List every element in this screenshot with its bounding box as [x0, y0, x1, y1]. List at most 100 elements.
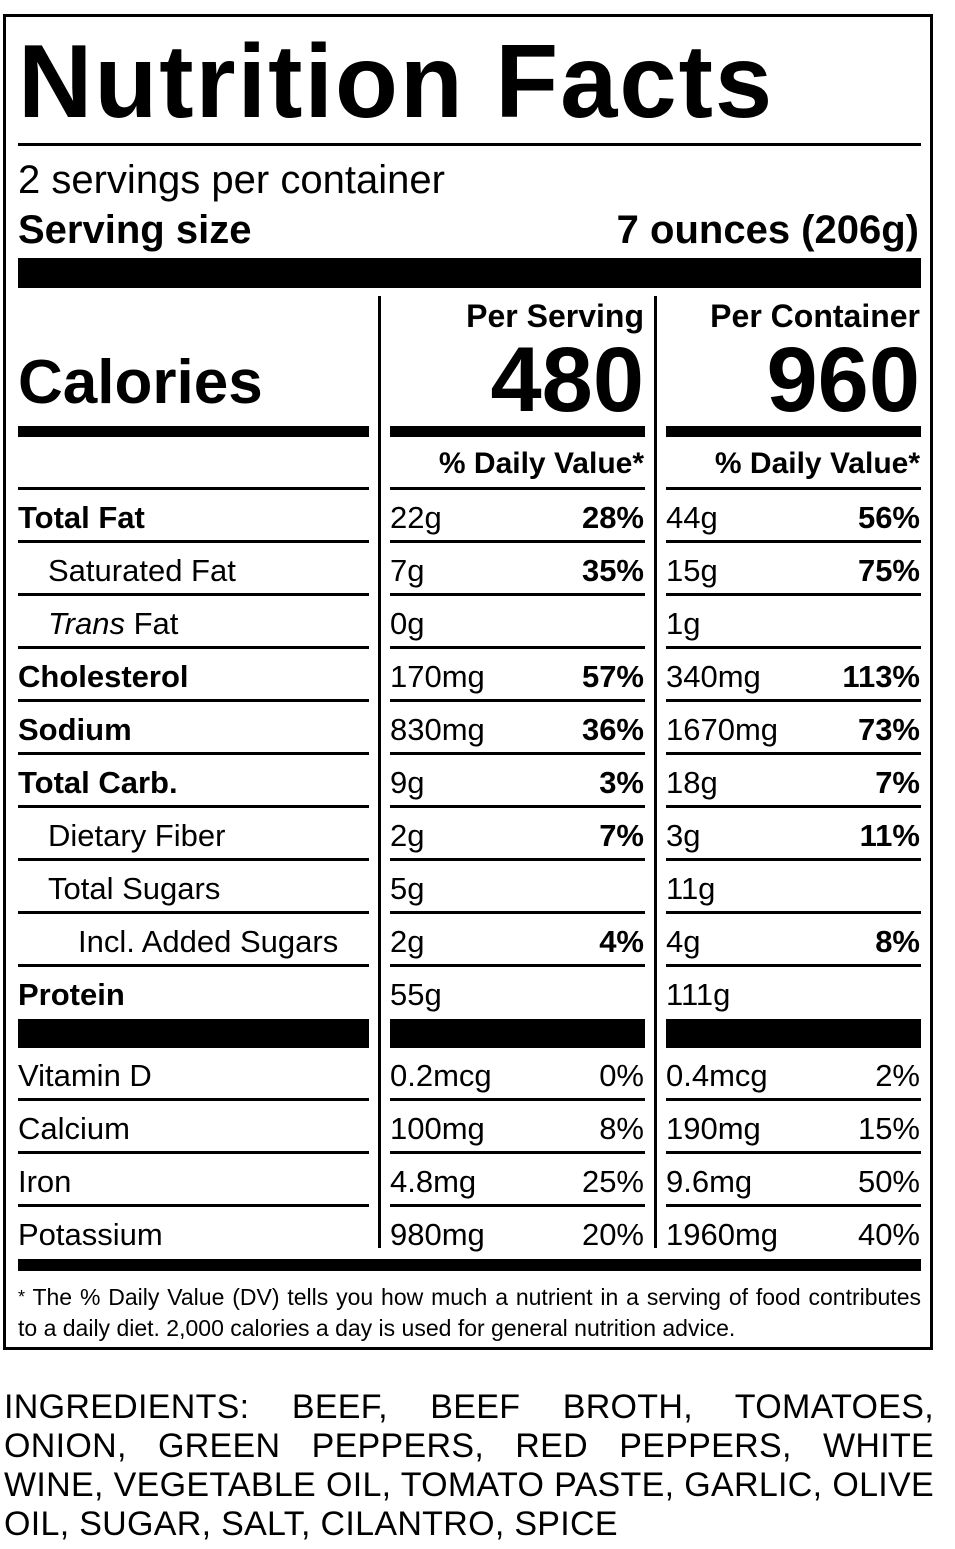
calories-rule-right [666, 426, 921, 437]
nutrient-serving-amount: 2g [390, 818, 425, 853]
nutrient-separator [390, 540, 645, 543]
nutrient-container-amount: 15g [666, 553, 718, 588]
vitamin-serving-amount: 0.2mcg [390, 1058, 492, 1093]
vitamin-separator [390, 1045, 645, 1048]
nutrient-row: Total Fat 22g 28% 44g 56% [0, 489, 955, 542]
nutrient-name-text: Sodium [18, 712, 132, 747]
nutrient-container-amount: 11g [666, 871, 716, 906]
nutrient-separator [18, 911, 369, 914]
thick-rule-top [18, 258, 921, 288]
nutrient-separator [666, 858, 921, 861]
vitamin-separator [18, 1098, 369, 1101]
nutrient-name-text: Dietary Fiber [48, 818, 226, 853]
nutrient-container-dv: 11% [859, 818, 920, 853]
vitamin-name: Calcium [18, 1113, 130, 1144]
vitamin-name-text: Vitamin D [18, 1058, 152, 1093]
column-divider-left [378, 296, 381, 1248]
footnote-mark: * [18, 1287, 26, 1307]
nutrient-name: Protein [18, 979, 125, 1010]
thick-rule-vitamins-right [666, 1019, 921, 1047]
nutrient-name-text: Total Fat [18, 500, 145, 535]
nutrient-row: Dietary Fiber 2g 7% 3g 11% [0, 807, 955, 860]
nutrient-name: Total Fat [18, 502, 145, 533]
nutrient-separator [18, 699, 369, 702]
nutrient-serving-amount: 9g [390, 765, 425, 800]
nutrient-separator [666, 699, 921, 702]
nutrient-separator [666, 805, 921, 808]
vitamin-serving-amount: 100mg [390, 1111, 485, 1146]
nutrient-separator [666, 540, 921, 543]
nutrient-name-text: Incl. Added Sugars [78, 924, 339, 959]
nutrient-separator [390, 593, 645, 596]
vitamin-separator [666, 1151, 921, 1154]
vitamin-name: Iron [18, 1166, 71, 1197]
nutrient-container-amount: 4g [666, 924, 701, 959]
nutrient-separator [18, 964, 369, 967]
nutrient-serving-dv: 28% [581, 500, 644, 535]
vitamin-container-amount: 1960mg [666, 1217, 779, 1252]
nutrient-serving-amount: 7g [390, 553, 425, 588]
nutrient-separator [18, 593, 369, 596]
nutrient-row: Cholesterol 170mg 57% 340mg 113% [0, 648, 955, 701]
vitamin-serving-dv: 25% [581, 1164, 644, 1199]
nutrient-separator [18, 858, 369, 861]
nutrient-separator [666, 593, 921, 596]
vitamin-container-dv: 2% [875, 1058, 920, 1093]
nutrient-container-dv: 73% [857, 712, 920, 747]
nutrient-separator [390, 964, 645, 967]
nutrient-name: Trans Fat [48, 608, 178, 639]
nutrient-serving-amount: 170mg [390, 659, 485, 694]
nutrient-serving-amount: 5g [390, 871, 425, 906]
nutrient-separator [390, 911, 645, 914]
calories-per-container: 960 [766, 329, 921, 431]
nutrient-serving-dv: 7% [599, 818, 644, 853]
nutrient-separator [390, 487, 645, 490]
vitamin-serving-dv: 0% [599, 1058, 644, 1093]
vitamin-row: Calcium 100mg 8% 190mg 15% [0, 1100, 955, 1153]
vitamin-container-amount: 9.6mg [666, 1164, 753, 1199]
nutrient-row: Total Carb. 9g 3% 18g 7% [0, 754, 955, 807]
vitamin-serving-dv: 20% [581, 1217, 644, 1252]
vitamin-separator [666, 1045, 921, 1048]
nutrient-separator [390, 805, 645, 808]
vitamin-name: Potassium [18, 1219, 163, 1250]
nutrient-serving-amount: 55g [390, 977, 442, 1012]
vitamin-separator [18, 1151, 369, 1154]
vitamin-row: Potassium 980mg 20% 1960mg 40% [0, 1206, 955, 1259]
nutrient-row: Saturated Fat 7g 35% 15g 75% [0, 542, 955, 595]
nutrient-separator [666, 964, 921, 967]
nutrient-name-prefix: Trans [48, 606, 125, 641]
nutrient-separator [18, 805, 369, 808]
vitamin-separator [18, 1045, 369, 1048]
ingredients-list: INGREDIENTS: BEEF, BEEF BROTH, TOMATOES,… [4, 1388, 934, 1543]
nutrient-serving-dv: 57% [581, 659, 644, 694]
nutrient-serving-dv: 36% [581, 712, 644, 747]
nutrient-separator [666, 752, 921, 755]
vitamin-container-dv: 50% [857, 1164, 920, 1199]
vitamin-row: Vitamin D 0.2mcg 0% 0.4mcg 2% [0, 1047, 955, 1100]
nutrient-name-text: Fat [133, 606, 179, 641]
nutrient-name: Dietary Fiber [48, 820, 225, 851]
footnote-rule [18, 1259, 921, 1271]
nutrient-name: Cholesterol [18, 661, 189, 692]
nutrient-serving-amount: 2g [390, 924, 425, 959]
vitamin-separator [390, 1204, 645, 1207]
nutrient-serving-amount: 22g [390, 500, 442, 535]
thick-rule-vitamins-mid [390, 1019, 645, 1047]
calories-rule-left [18, 426, 369, 437]
vitamin-name-text: Potassium [18, 1217, 163, 1252]
nutrient-separator [666, 911, 921, 914]
nutrient-row: Sodium 830mg 36% 1670mg 73% [0, 701, 955, 754]
nutrient-name-text: Cholesterol [18, 659, 189, 694]
vitamin-row: Iron 4.8mg 25% 9.6mg 50% [0, 1153, 955, 1206]
nutrient-serving-amount: 830mg [390, 712, 485, 747]
daily-value-header-container: % Daily Value* [714, 447, 920, 480]
vitamin-separator [666, 1204, 921, 1207]
per-container-header: Per Container [710, 298, 920, 334]
servings-per-container: 2 servings per container [18, 158, 445, 202]
vitamin-container-dv: 15% [857, 1111, 920, 1146]
nutrient-separator [666, 646, 921, 649]
vitamin-serving-amount: 980mg [390, 1217, 485, 1252]
nutrient-name-text: Total Carb. [18, 765, 178, 800]
vitamin-serving-dv: 8% [599, 1111, 644, 1146]
